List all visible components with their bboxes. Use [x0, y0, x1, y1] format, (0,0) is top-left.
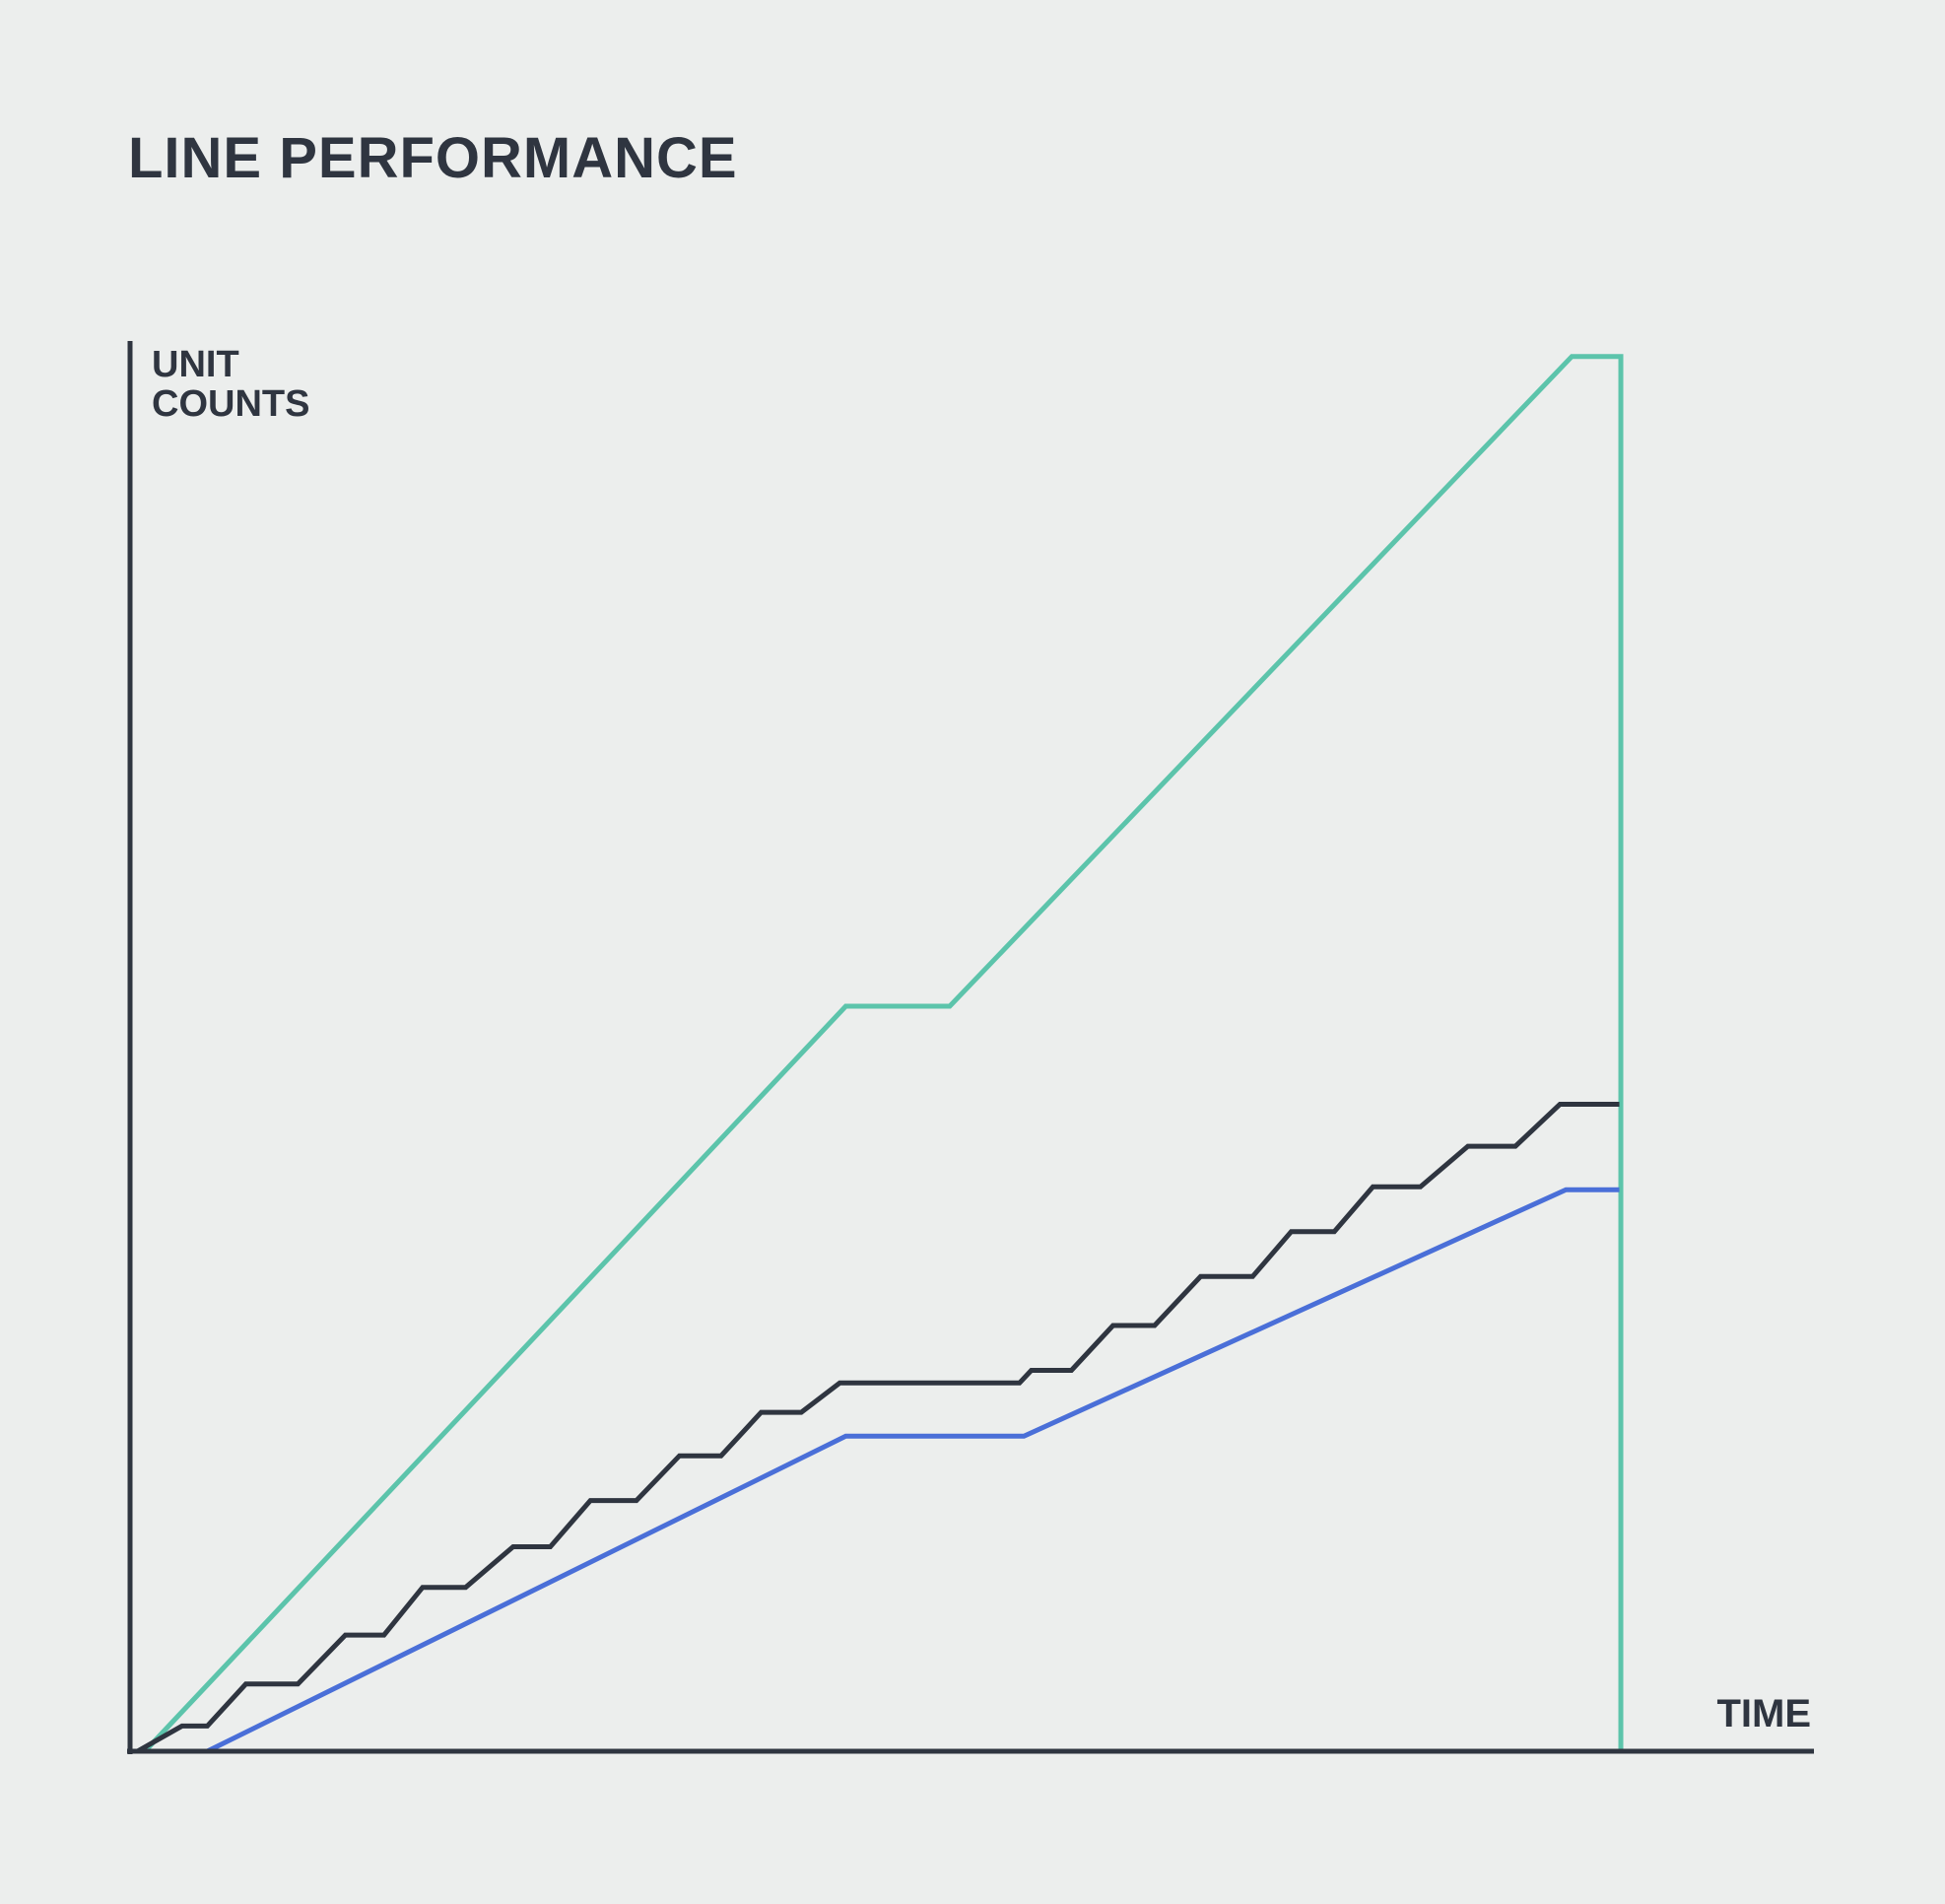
- series-layer: [136, 354, 1624, 1754]
- y-axis-label-line-1: UNIT: [152, 344, 239, 385]
- series-line-1: [143, 354, 1624, 1753]
- chart-title: LINE PERFORMANCE: [128, 126, 738, 190]
- x-axis-label: TIME: [1716, 1692, 1811, 1735]
- series-line-2: [136, 1102, 1620, 1754]
- y-axis-label-line-2: COUNTS: [152, 383, 309, 425]
- series-line-3: [206, 1187, 1620, 1754]
- y-axis-label: UNIT COUNTS: [152, 344, 309, 425]
